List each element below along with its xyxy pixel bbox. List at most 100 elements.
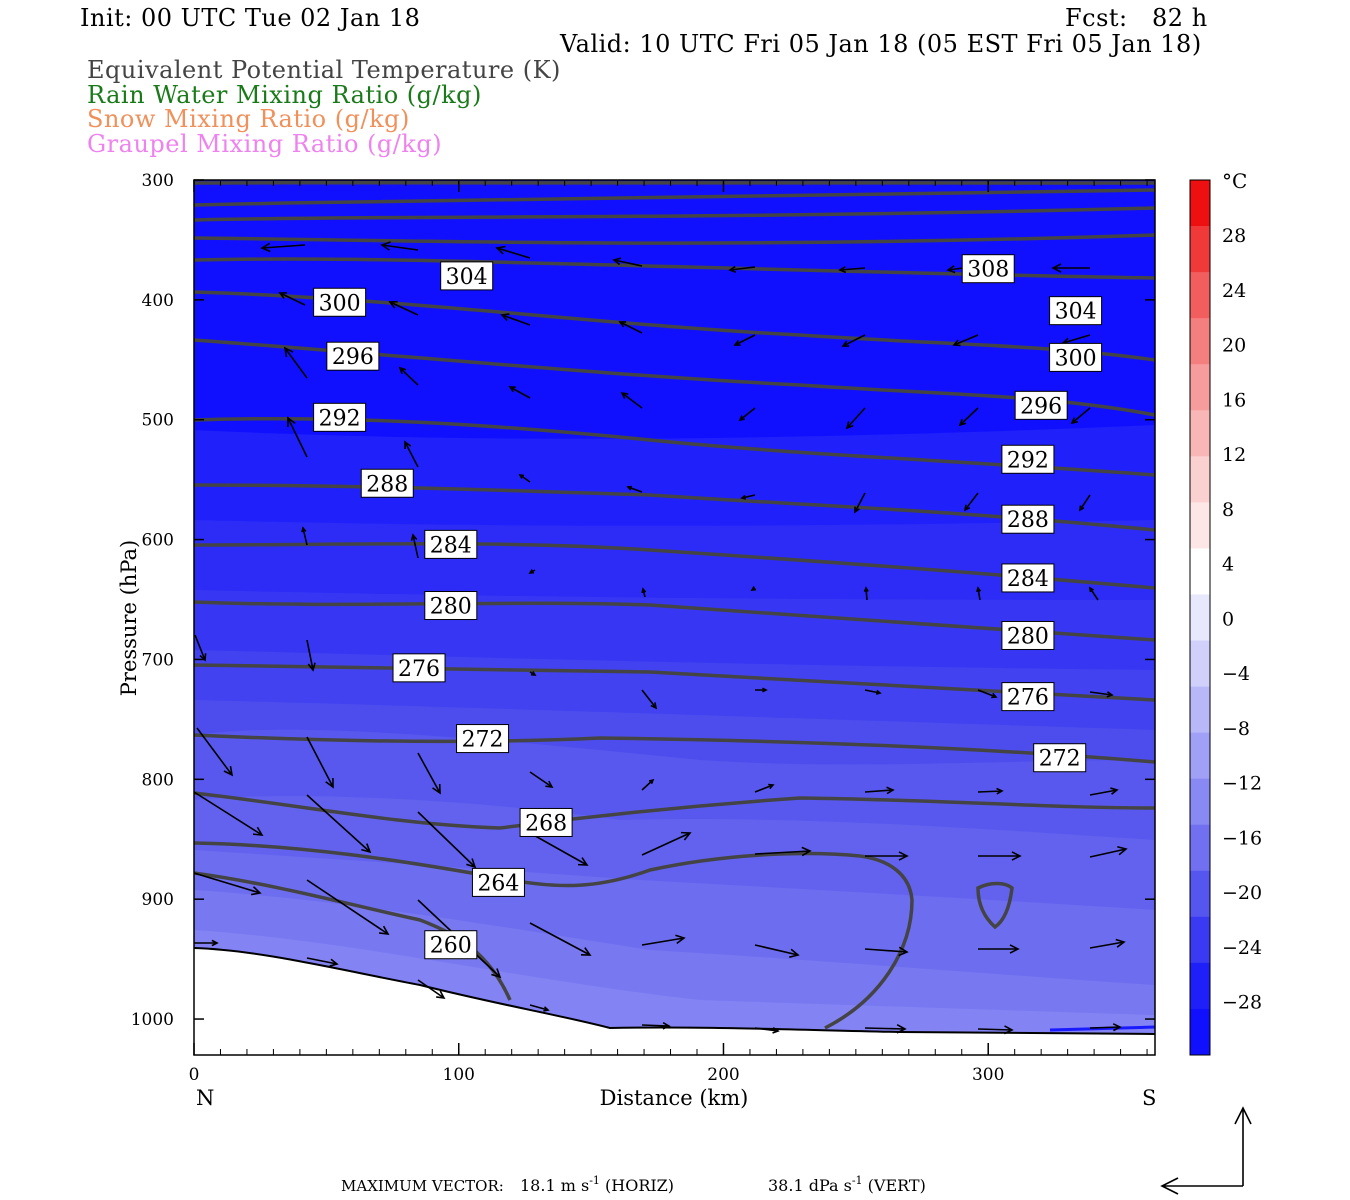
wind-vector <box>193 791 264 836</box>
wind-vector <box>398 366 419 386</box>
wind-vector <box>854 492 866 514</box>
theta-e-contour <box>194 233 1155 245</box>
wind-vector <box>733 334 756 346</box>
wind-vector <box>260 242 306 253</box>
theta-e-labels: 304 300 296 292 288 284 280 276 272 268 264 260 308 3… <box>313 254 1103 960</box>
theta-e-label: 304 <box>1049 296 1103 326</box>
theta-e-label: 288 <box>1001 504 1055 534</box>
wind-vector <box>641 587 647 598</box>
wind-vector <box>388 300 419 316</box>
colorbar-swatch <box>1190 916 1210 964</box>
wind-vector <box>306 639 316 672</box>
colorbar-tick-label: 0 <box>1222 608 1234 630</box>
legend-theta-e: Equivalent Potential Temperature (K) <box>87 56 561 84</box>
colorbar-swatch <box>1190 502 1210 549</box>
wind-vector <box>754 846 812 857</box>
wind-vector <box>306 957 339 967</box>
wind-vector <box>864 786 895 795</box>
colorbar-tick-label: −8 <box>1222 718 1250 740</box>
wind-vector <box>508 386 531 399</box>
wind-vector <box>740 494 756 500</box>
wind-vector <box>750 586 757 591</box>
wind-vector <box>612 257 643 267</box>
wind-vector <box>620 391 643 409</box>
theta-e-contour <box>194 841 861 888</box>
north-label: N <box>196 1086 214 1110</box>
wind-vector <box>278 292 306 306</box>
wind-vector <box>528 569 536 574</box>
wind-vector <box>529 922 592 956</box>
y-tick-label: 900 <box>142 890 174 910</box>
y-tick-label: 300 <box>142 171 174 191</box>
wind-vector <box>1089 938 1126 949</box>
wind-vector <box>1089 787 1119 796</box>
colorbar-swatch <box>1190 686 1210 734</box>
svg-text:308: 308 <box>967 258 1009 283</box>
legend-snow: Snow Mixing Ratio (g/kg) <box>87 105 410 133</box>
y-axis: 300 400 500 600 700 800 900 1000 <box>131 171 1155 1030</box>
colorbar-swatch <box>1190 732 1210 780</box>
wind-vector <box>976 586 982 601</box>
theta-e-contour <box>194 542 1155 590</box>
wind-vector <box>618 321 643 334</box>
colorbar-swatch <box>1190 410 1210 457</box>
colorbar-tick-label: 24 <box>1222 280 1246 302</box>
colorbar-swatch <box>1190 640 1210 688</box>
wind-vector <box>754 944 800 958</box>
wind-vector <box>958 407 979 427</box>
y-tick-label: 1000 <box>131 1010 174 1030</box>
wind-vector <box>194 634 207 662</box>
theta-e-contour <box>194 188 1155 207</box>
wind-vector <box>641 831 692 856</box>
wind-vector <box>755 687 768 693</box>
theta-e-label: 260 <box>424 930 478 960</box>
y-tick-label: 700 <box>142 650 174 670</box>
horiz-max-value: 18.1 m s-1 (HORIZ) <box>520 1174 674 1195</box>
svg-text:292: 292 <box>319 406 361 431</box>
colorbar-swatch <box>1190 318 1210 365</box>
colorbar-frame <box>1189 179 1211 1056</box>
y-tick-label: 600 <box>142 531 174 551</box>
colorbar-swatch <box>1190 226 1210 273</box>
svg-text:264: 264 <box>477 871 519 896</box>
colorbar-tick-label: 12 <box>1222 444 1246 466</box>
wind-vector <box>417 752 441 795</box>
reference-vector <box>1160 1106 1252 1195</box>
y-tick-label: 800 <box>142 770 174 790</box>
y-axis-title: Pressure (hPa) <box>117 540 141 696</box>
wind-vector <box>283 346 308 379</box>
theta-e-label: 264 <box>471 867 525 897</box>
svg-text:272: 272 <box>462 728 504 753</box>
svg-text:268: 268 <box>525 811 567 836</box>
wind-vector <box>1089 845 1128 858</box>
svg-text:276: 276 <box>1007 686 1049 711</box>
colorbar-tick-label: −24 <box>1222 937 1262 959</box>
theta-e-contours <box>194 180 1155 1030</box>
wind-vector <box>838 266 866 274</box>
x-axis: 0 100 200 300 <box>189 180 1148 1085</box>
theta-e-label: 296 <box>1014 390 1068 420</box>
wind-vector <box>410 533 419 559</box>
svg-text:272: 272 <box>1039 747 1081 772</box>
colorbar-swatch <box>1190 962 1210 1010</box>
wind-vector <box>1079 494 1091 512</box>
wind-vector <box>1089 691 1114 698</box>
colorbar-swatch <box>1190 870 1210 918</box>
wind-vector <box>306 736 334 789</box>
theta-e-label: 300 <box>1049 342 1103 372</box>
colorbar-swatch <box>1190 824 1210 872</box>
colorbar-swatch <box>1190 272 1210 319</box>
wind-vector <box>977 689 998 699</box>
theta-e-label: 304 <box>440 261 494 291</box>
svg-text:304: 304 <box>446 265 488 290</box>
svg-text:276: 276 <box>398 657 440 682</box>
wind-vector <box>865 851 909 861</box>
theta-e-label: 280 <box>1001 620 1055 650</box>
svg-text:280: 280 <box>430 595 472 620</box>
wind-vector <box>529 771 554 788</box>
wind-vector <box>301 526 308 546</box>
colorbar-tick-label: 16 <box>1222 389 1246 411</box>
colorbar-tick-label: −16 <box>1222 827 1262 849</box>
colorbar-swatch <box>1190 456 1210 503</box>
